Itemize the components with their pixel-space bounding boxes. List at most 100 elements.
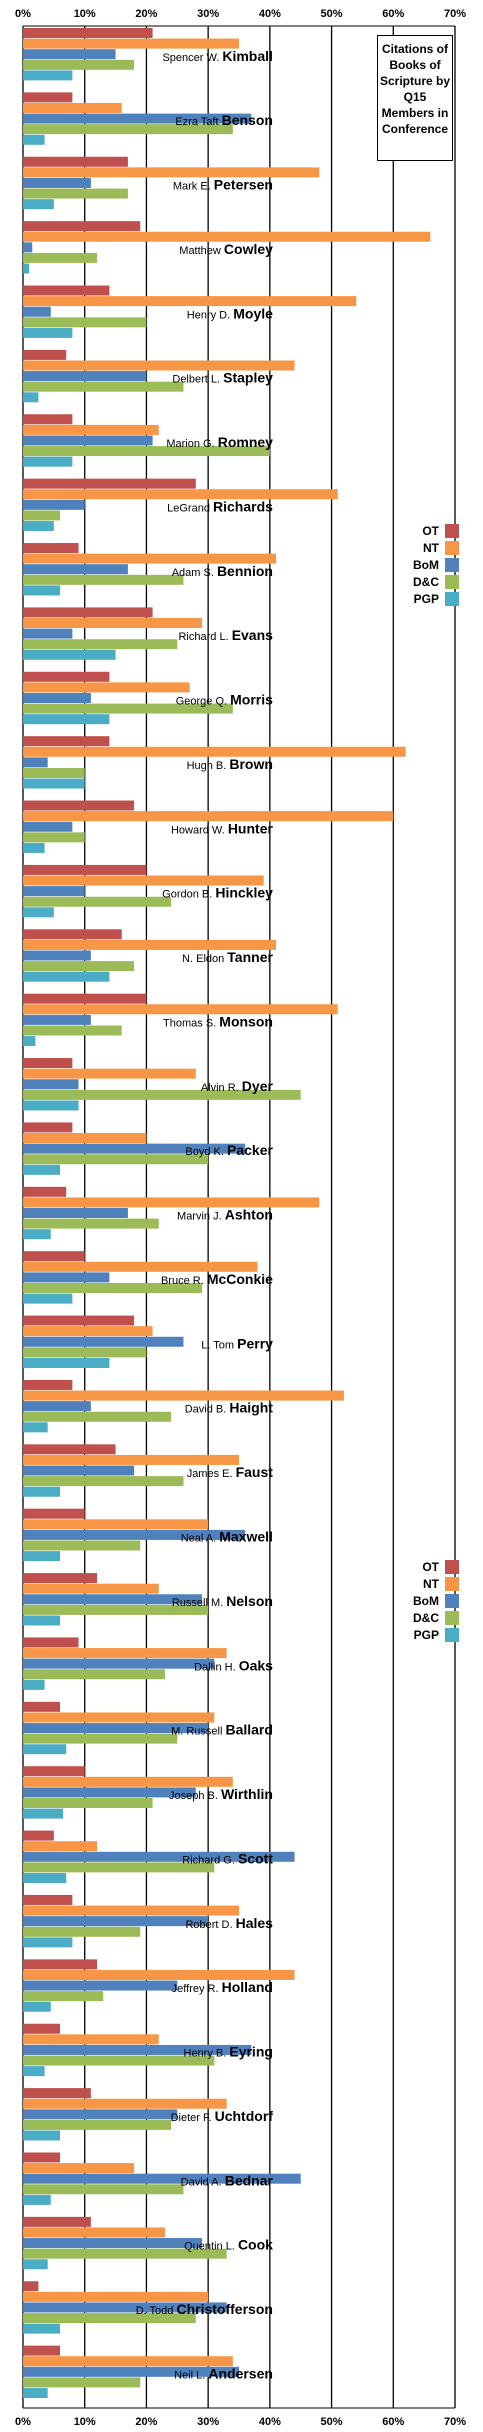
bar-4-pgp xyxy=(23,327,73,338)
legend-swatch xyxy=(445,574,459,589)
category-label-32: Dieter F. Uchtdorf xyxy=(171,2108,274,2124)
category-label-16: Alvin R. Dyer xyxy=(201,1078,274,1094)
bar-12-pgp xyxy=(23,842,45,853)
bar-27-dandc xyxy=(23,1798,153,1809)
bar-group-23 xyxy=(23,1508,246,1562)
bar-18-pgp xyxy=(23,1229,51,1240)
bar-34-bom xyxy=(23,2238,202,2249)
category-label-11: Hugh B. Brown xyxy=(187,756,273,772)
bar-33-dandc xyxy=(23,2184,184,2195)
bar-12-ot xyxy=(23,800,135,811)
bar-22-pgp xyxy=(23,1486,61,1497)
bar-28-bom xyxy=(23,1851,295,1862)
bar-24-dandc xyxy=(23,1604,209,1615)
category-label-7: LeGrand Richards xyxy=(167,498,273,514)
bar-group-25 xyxy=(23,1637,227,1690)
category-label-31: Henry B. Eyring xyxy=(184,2044,273,2060)
bar-22-ot xyxy=(23,1444,116,1455)
bar-19-bom xyxy=(23,1272,110,1283)
bar-18-nt xyxy=(23,1197,320,1208)
legend-item-nt: NT xyxy=(397,1575,481,1592)
bar-34-pgp xyxy=(23,2259,48,2270)
bar-30-nt xyxy=(23,1969,295,1980)
bar-group-0 xyxy=(23,28,239,81)
category-label-27: Joseph B. Wirthlin xyxy=(169,1786,273,1802)
bar-0-pgp xyxy=(23,70,73,81)
bar-10-bom xyxy=(23,692,91,703)
bar-31-dandc xyxy=(23,2055,215,2066)
bar-26-bom xyxy=(23,1723,209,1734)
bar-10-ot xyxy=(23,671,110,682)
bar-group-1 xyxy=(23,92,252,145)
bar-31-bom xyxy=(23,2044,252,2055)
bar-34-ot xyxy=(23,2216,91,2227)
bar-12-bom xyxy=(23,821,73,832)
bar-19-pgp xyxy=(23,1293,73,1304)
bar-7-bom xyxy=(23,499,85,510)
bar-4-ot xyxy=(23,285,110,296)
bar-group-35 xyxy=(23,2281,227,2334)
bar-13-bom xyxy=(23,886,85,897)
category-label-24: Russell M. Nelson xyxy=(172,1593,273,1609)
bar-23-pgp xyxy=(23,1551,61,1562)
bar-8-pgp xyxy=(23,585,61,596)
legend-item-bom: BoM xyxy=(397,1592,481,1609)
legend-swatch xyxy=(445,1576,459,1591)
x-tick-top-0: 0% xyxy=(15,8,31,20)
bar-2-dandc xyxy=(23,188,128,199)
bar-group-3 xyxy=(23,221,431,274)
bar-10-pgp xyxy=(23,714,110,725)
bar-12-dandc xyxy=(23,832,85,843)
bar-16-dandc xyxy=(23,1089,301,1100)
bar-28-pgp xyxy=(23,1872,67,1883)
bar-11-bom xyxy=(23,757,48,768)
bar-14-nt xyxy=(23,939,277,950)
legend-item-pgp: PGP xyxy=(397,1626,481,1643)
bar-0-bom xyxy=(23,49,116,60)
legend-swatch xyxy=(445,523,459,538)
bar-13-ot xyxy=(23,864,147,875)
category-label-12: Howard W. Hunter xyxy=(171,820,274,836)
bar-6-pgp xyxy=(23,456,73,467)
legend-swatch xyxy=(445,1593,459,1608)
bar-group-17 xyxy=(23,1122,246,1175)
bar-9-nt xyxy=(23,618,202,629)
bar-9-pgp xyxy=(23,649,116,660)
legend-upper: OT NT BoM D&C PGP xyxy=(397,522,481,607)
legend-item-nt: NT xyxy=(397,539,481,556)
bar-36-nt xyxy=(23,2356,233,2367)
legend-item-dandc: D&C xyxy=(397,573,481,590)
legend-swatch xyxy=(445,1610,459,1625)
bar-20-nt xyxy=(23,1326,153,1337)
x-tick-bottom-2: 20% xyxy=(135,2416,157,2428)
bar-11-dandc xyxy=(23,767,85,778)
bar-1-pgp xyxy=(23,134,45,145)
category-label-0: Spencer W. Kimball xyxy=(162,48,273,64)
bar-32-ot xyxy=(23,2088,91,2099)
bar-36-bom xyxy=(23,2366,239,2377)
bar-14-pgp xyxy=(23,971,110,982)
category-labels: Spencer W. Kimball Ezra Taft Benson Mark E… xyxy=(136,48,274,2382)
bar-21-bom xyxy=(23,1401,91,1412)
bar-23-nt xyxy=(23,1519,209,1530)
legend-item-bom: BoM xyxy=(397,556,481,573)
bar-6-dandc xyxy=(23,446,270,457)
bar-2-pgp xyxy=(23,199,54,210)
bar-group-20 xyxy=(23,1315,184,1368)
bar-26-dandc xyxy=(23,1733,178,1744)
bar-group-21 xyxy=(23,1379,344,1433)
x-axis-top: 0% 10% 20% 30% 40% 50% 60% 70% xyxy=(15,8,466,20)
bar-group-34 xyxy=(23,2216,227,2270)
bar-group-9 xyxy=(23,607,202,660)
bar-group-4 xyxy=(23,285,357,338)
x-tick-top-6: 60% xyxy=(382,8,404,20)
bar-2-ot xyxy=(23,156,128,167)
bar-18-dandc xyxy=(23,1218,159,1229)
bar-28-ot xyxy=(23,1830,54,1841)
legend-lower: OT NT BoM D&C PGP xyxy=(397,1558,481,1643)
bar-16-bom xyxy=(23,1079,79,1090)
bar-18-ot xyxy=(23,1186,67,1197)
legend-label: OT xyxy=(422,1559,439,1574)
category-label-1: Ezra Taft Benson xyxy=(175,112,273,128)
category-label-26: M. Russell Ballard xyxy=(171,1722,273,1738)
